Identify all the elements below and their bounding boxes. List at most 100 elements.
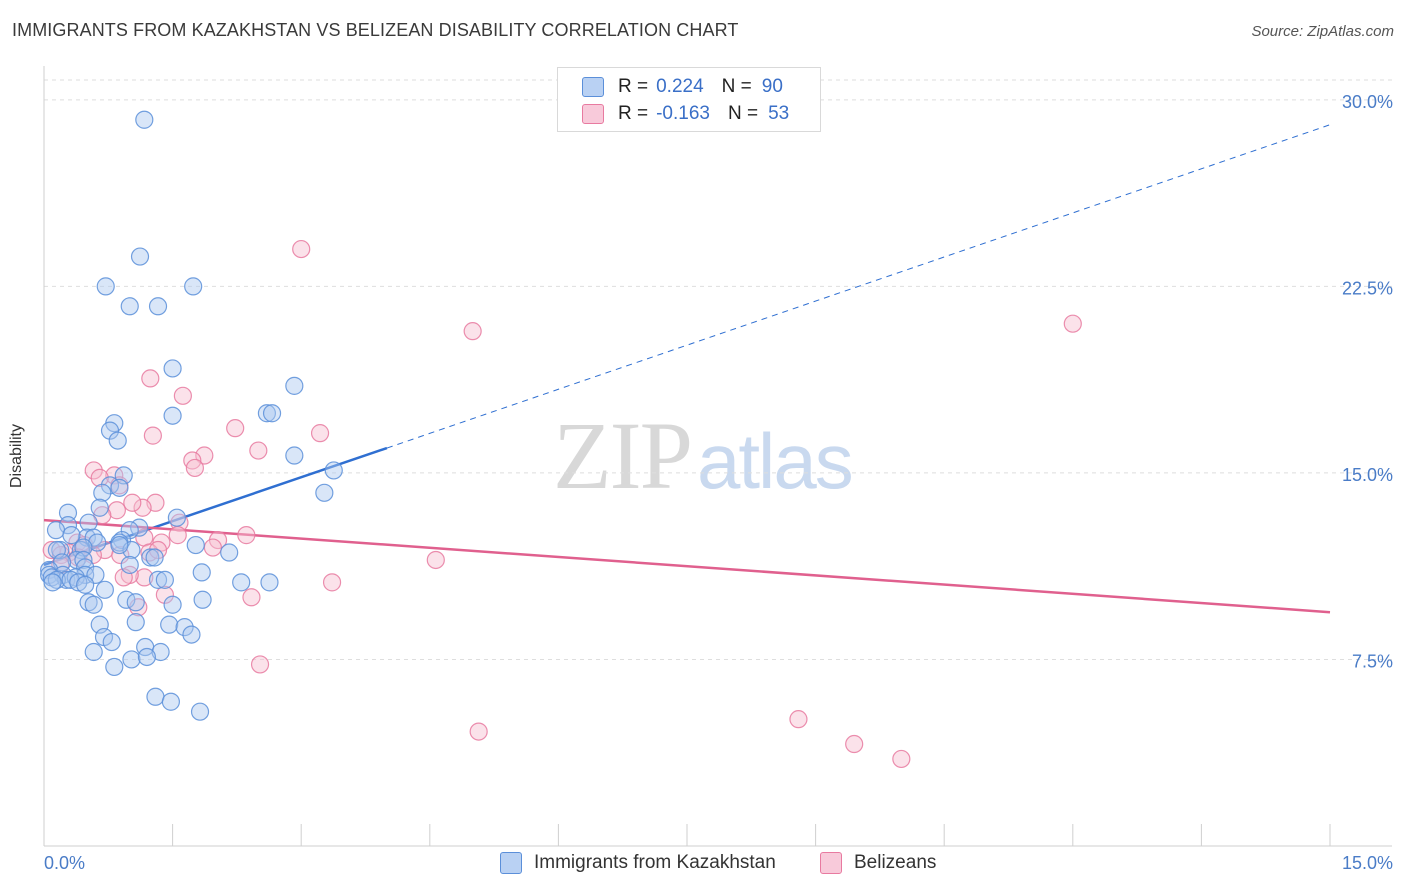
kazakhstan-point xyxy=(69,573,88,592)
kazakhstan-point xyxy=(285,376,304,395)
belizeans-point xyxy=(250,655,270,674)
kazakhstan-point xyxy=(190,702,210,721)
bottom-legend-belizeans[interactable]: Belizeans xyxy=(820,852,936,874)
kazakhstan-point xyxy=(46,521,66,540)
watermark-zip: ZIP xyxy=(553,402,693,509)
kazakhstan-point xyxy=(175,618,194,637)
x-tick-label-end: 15.0% xyxy=(1342,853,1393,873)
belizeans-point xyxy=(203,538,222,557)
kazakhstan-point xyxy=(232,573,251,592)
source-label: Source: ZipAtlas.com xyxy=(1251,23,1394,40)
kazakhstan-point xyxy=(160,615,179,634)
belizeans-point xyxy=(90,468,109,487)
kazakhstan-point xyxy=(108,431,127,450)
belizeans-trend-line xyxy=(43,518,1331,614)
kazakhstan-point xyxy=(96,277,115,296)
kazakhstan-point xyxy=(262,404,282,423)
legend-n-label: N = xyxy=(727,103,759,124)
bottom-legend-label: Belizeans xyxy=(854,852,937,873)
kazakhstan-point xyxy=(58,503,78,522)
watermark: ZIPatlas xyxy=(553,400,854,511)
belizeans-point xyxy=(141,369,160,388)
belizeans-point xyxy=(789,710,808,729)
grid-lines xyxy=(44,79,1392,660)
kazakhstan-point xyxy=(100,421,120,440)
belizeans-point xyxy=(892,749,911,769)
belizeans-point xyxy=(135,568,154,587)
kazakhstan-point xyxy=(62,526,81,545)
y-tick-label: 30.0% xyxy=(1342,92,1393,112)
kazakhstan-point xyxy=(74,550,93,570)
kazakhstan-point xyxy=(137,647,156,667)
kazakhstan-point xyxy=(161,692,180,711)
kazakhstan-point xyxy=(163,359,182,378)
kazakhstan-point xyxy=(315,483,334,502)
belizeans-point xyxy=(469,722,488,741)
kazakhstan-point xyxy=(112,530,132,550)
legend-r-label: R = xyxy=(618,76,649,97)
kazakhstan-point xyxy=(155,570,174,589)
belizeans-point xyxy=(322,573,342,592)
kazakhstan-point xyxy=(122,650,141,669)
belizeans-point xyxy=(155,585,174,604)
legend-r-label: R = xyxy=(618,103,649,124)
legend-r-value: 0.224 xyxy=(656,76,704,97)
kazakhstan-point xyxy=(90,498,109,517)
kazakhstan-point xyxy=(76,575,95,594)
axes xyxy=(43,66,1392,847)
kazakhstan-point xyxy=(126,613,145,632)
kazakhstan-point xyxy=(120,555,139,575)
kazakhstan-point xyxy=(192,563,211,582)
belizeans-point xyxy=(242,588,261,607)
belizeans-point xyxy=(292,239,311,259)
belizeans-point xyxy=(183,451,202,470)
belizeans-points xyxy=(42,239,1082,769)
correlation-legend: R = 0.224 N = 90 R = -0.163 N = 53 xyxy=(557,67,821,132)
kazakhstan-trend-line xyxy=(43,446,388,567)
kazakhstan-point xyxy=(145,548,164,567)
legend-swatch-blue xyxy=(582,77,604,97)
kazakhstan-point xyxy=(135,110,154,129)
kazakhstan-point xyxy=(141,548,160,567)
bottom-swatch-blue xyxy=(500,852,522,874)
kazakhstan-point xyxy=(148,570,168,589)
x-tick-label-start: 0.0% xyxy=(44,853,85,873)
kazakhstan-point xyxy=(84,642,103,662)
belizeans-point xyxy=(463,322,482,341)
belizeans-point xyxy=(845,734,864,754)
kazakhstan-point xyxy=(122,540,141,560)
bottom-legend-label: Immigrants from Kazakhstan xyxy=(534,852,776,873)
legend-n-value: 53 xyxy=(768,103,790,124)
kazakhstan-point xyxy=(285,446,304,465)
kazakhstan-point xyxy=(120,521,139,540)
belizeans-point xyxy=(310,424,330,443)
kazakhstan-point xyxy=(88,533,107,552)
belizeans-point xyxy=(84,461,103,480)
kazakhstan-points xyxy=(40,110,343,721)
tick-labels: 7.5% 15.0% 22.5% 30.0% 0.0% 15.0% xyxy=(44,92,1393,873)
kazakhstan-point xyxy=(151,642,170,662)
chart-title: IMMIGRANTS FROM KAZAKHSTAN VS BELIZEAN D… xyxy=(12,20,739,40)
kazakhstan-point xyxy=(146,687,165,706)
kazakhstan-trend-extension xyxy=(386,124,1331,449)
belizeans-point xyxy=(226,419,245,438)
kazakhstan-point xyxy=(102,632,121,652)
kazakhstan-point xyxy=(193,590,212,609)
kazakhstan-point xyxy=(260,573,279,592)
belizeans-point xyxy=(426,550,445,570)
kazakhstan-point xyxy=(220,543,239,562)
belizeans-point xyxy=(168,526,187,545)
kazakhstan-point xyxy=(95,580,114,599)
bottom-legend-kazakhstan[interactable]: Immigrants from Kazakhstan xyxy=(500,852,776,874)
belizeans-point xyxy=(123,493,142,512)
kazakhstan-point xyxy=(163,406,182,425)
belizeans-point xyxy=(173,386,192,405)
y-tick-label: 22.5% xyxy=(1342,278,1393,298)
kazakhstan-point xyxy=(186,535,205,555)
belizeans-point xyxy=(133,498,152,517)
kazakhstan-point xyxy=(110,535,129,555)
kazakhstan-point xyxy=(120,297,139,316)
kazakhstan-point xyxy=(93,483,112,502)
y-tick-label: 15.0% xyxy=(1342,465,1393,485)
